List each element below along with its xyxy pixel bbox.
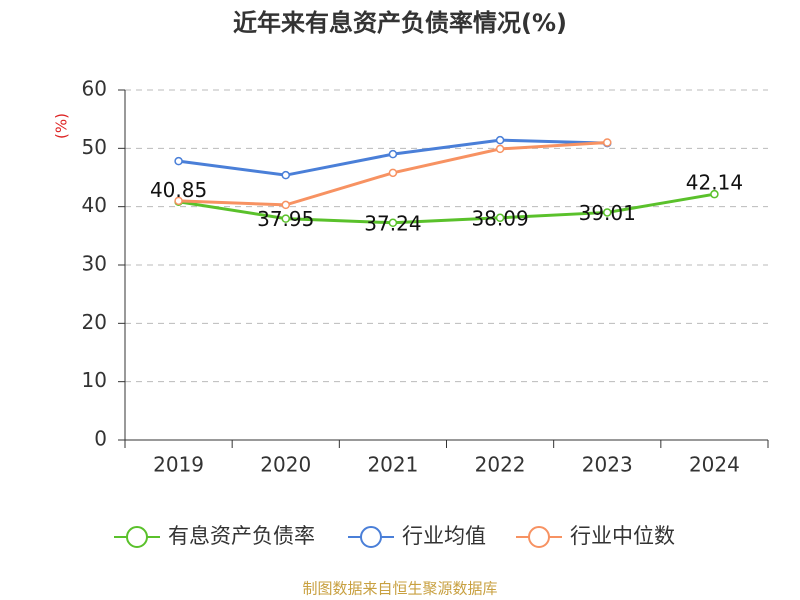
point bbox=[603, 208, 612, 217]
y-axis-label: (%) bbox=[53, 113, 71, 139]
chart-title: 近年来有息资产负债率情况(%) bbox=[233, 9, 567, 37]
y-tick-label: 40 bbox=[82, 193, 107, 217]
data-label: 37.95 bbox=[257, 207, 314, 231]
data-label: 42.14 bbox=[686, 171, 743, 195]
y-tick-label: 60 bbox=[82, 77, 107, 101]
data-label: 37.24 bbox=[364, 211, 421, 235]
x-tick-label: 2022 bbox=[475, 453, 526, 477]
data-label: 40.85 bbox=[150, 178, 207, 202]
point bbox=[388, 149, 398, 159]
point bbox=[281, 214, 290, 223]
point bbox=[603, 138, 612, 147]
x-tick-label: 2023 bbox=[582, 453, 633, 477]
point bbox=[174, 196, 183, 206]
series-line bbox=[178, 192, 715, 225]
legend-label: 行业中位数 bbox=[570, 524, 675, 548]
point bbox=[710, 189, 719, 199]
y-tick-label: 10 bbox=[82, 368, 107, 392]
x-tick-label: 2020 bbox=[260, 453, 311, 477]
point bbox=[281, 200, 290, 210]
point bbox=[495, 135, 505, 145]
y-tick-label: 20 bbox=[82, 310, 107, 334]
point bbox=[388, 168, 398, 178]
y-tick-label: 50 bbox=[82, 135, 107, 159]
legend-label: 行业均值 bbox=[402, 524, 486, 548]
data-label: 38.09 bbox=[471, 206, 528, 230]
legend-marker bbox=[528, 526, 550, 548]
x-tick-label: 2019 bbox=[153, 453, 204, 477]
point bbox=[174, 156, 183, 166]
legend-marker bbox=[360, 526, 382, 548]
point bbox=[281, 170, 290, 180]
point bbox=[495, 144, 505, 154]
y-tick-label: 0 bbox=[94, 427, 107, 451]
point bbox=[495, 213, 505, 223]
source: 制图数据来自恒生聚源数据库 bbox=[302, 580, 497, 598]
x-tick-label: 2021 bbox=[367, 453, 418, 477]
y-tick-label: 30 bbox=[82, 252, 107, 276]
data-label: 39.01 bbox=[579, 201, 636, 225]
legend-label: 有息资产负债率 bbox=[168, 524, 315, 548]
point bbox=[388, 218, 398, 228]
legend-marker bbox=[126, 526, 148, 548]
x-tick-label: 2024 bbox=[689, 453, 740, 477]
